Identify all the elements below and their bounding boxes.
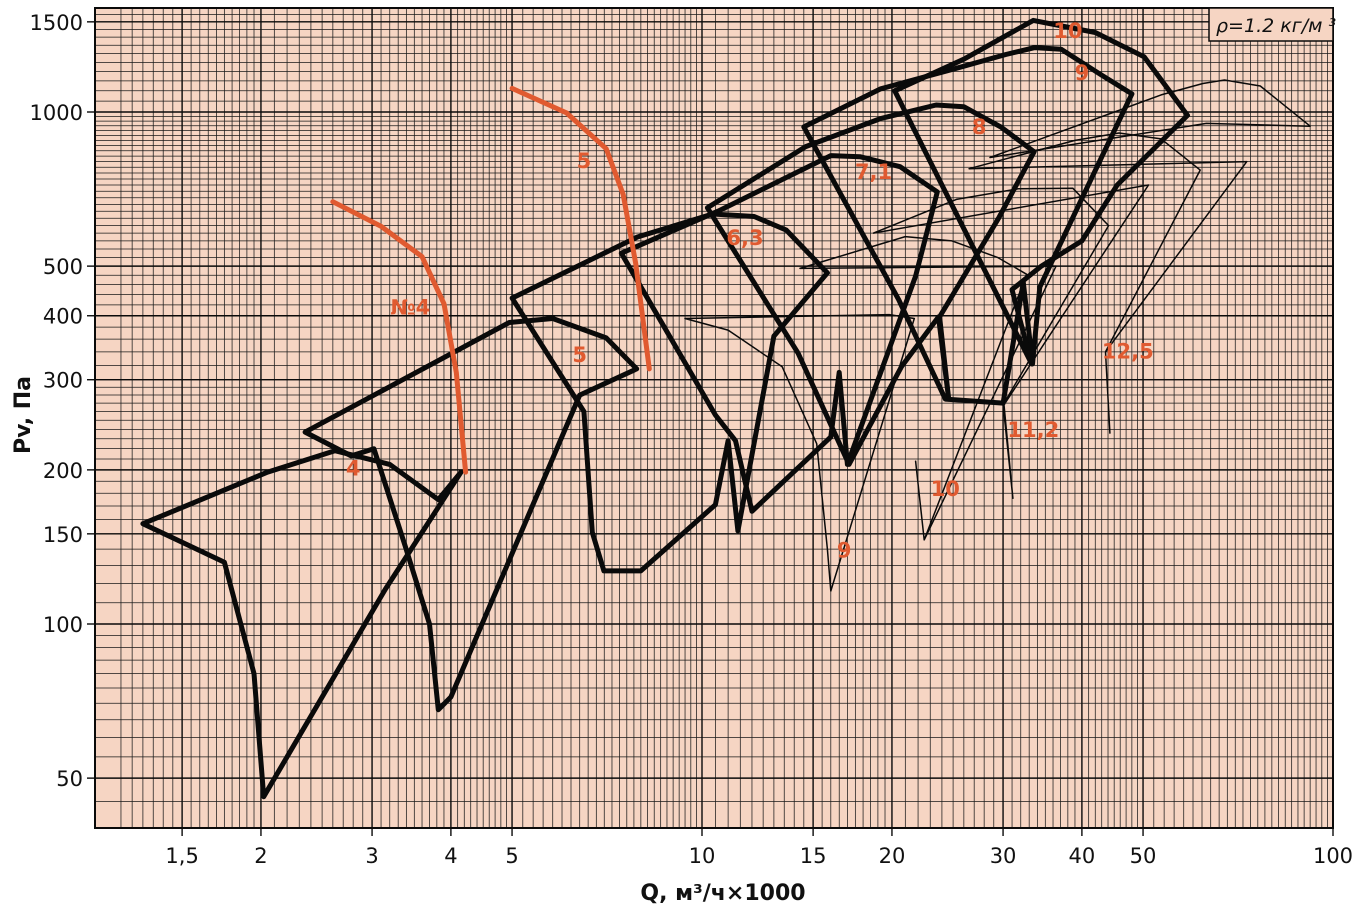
density-box: ρ=1.2 кг/м ³ — [1208, 7, 1336, 42]
y-axis-title: Pv, Па — [11, 376, 36, 454]
curve-label: 10 — [1053, 19, 1082, 43]
x-tick-label: 2 — [254, 844, 267, 868]
plot-background — [95, 8, 1333, 828]
curve-thick-3 — [618, 153, 940, 514]
y-tick-label: 300 — [43, 369, 83, 393]
y-tick-labels: 50 100 150 200 300 400 500 1000 1500 — [30, 11, 95, 791]
curve-thick-1 — [302, 316, 640, 713]
x-tick-label: 1,5 — [165, 844, 198, 868]
x-tick-label: 100 — [1313, 844, 1353, 868]
curve-label: 7,1 — [855, 160, 892, 184]
curve-thick-0 — [140, 448, 464, 800]
x-tick-label: 20 — [879, 844, 906, 868]
curve-thin-9 — [872, 184, 1150, 500]
accent-curve-label: №4 — [390, 296, 430, 320]
curve-thin-7 — [684, 313, 916, 592]
x-tick-label: 50 — [1130, 844, 1157, 868]
accent-curve-layer — [330, 85, 652, 475]
curve-label: 10 — [931, 477, 960, 501]
curve-label: 5 — [572, 343, 587, 367]
accent-curve-1 — [509, 85, 652, 372]
y-tick-label: 1000 — [30, 101, 83, 125]
curve-label: 8 — [972, 115, 987, 139]
y-tick-label: 150 — [43, 523, 83, 547]
x-tick-label: 4 — [444, 844, 457, 868]
curve-label: 9 — [1075, 61, 1090, 85]
curve-label: 11,2 — [1007, 418, 1059, 442]
curve-thick-2 — [509, 211, 830, 574]
x-tick-labels: 1,5 2 3 4 5 10 15 20 30 40 50 100 — [165, 828, 1353, 868]
curve-label: 4 — [346, 457, 361, 481]
x-axis-title: Q, м³/ч×1000 — [640, 881, 805, 906]
density-annotation: ρ=1.2 кг/м ³ — [1216, 15, 1336, 37]
accent-curve-0 — [330, 199, 469, 475]
accent-curve-label: 5 — [577, 149, 592, 173]
y-tick-label: 500 — [43, 255, 83, 279]
curve-thick-5 — [801, 45, 1135, 406]
x-tick-label: 5 — [505, 844, 518, 868]
y-tick-label: 400 — [43, 305, 83, 329]
x-tick-label: 3 — [365, 844, 378, 868]
x-tick-label: 30 — [990, 844, 1017, 868]
curve-label: 9 — [837, 538, 852, 562]
x-tick-label: 10 — [689, 844, 716, 868]
y-tick-label: 1500 — [30, 11, 83, 35]
curve-thick-4 — [704, 102, 1037, 467]
curve-label-layer: 4 5 6,3 7,1 8 9 10 9 10 11,2 12,5 №4 5 — [346, 19, 1154, 562]
curve-thin-11 — [989, 79, 1311, 159]
plot-frame — [94, 7, 1334, 829]
curve-thin-10 — [968, 132, 1248, 434]
curve-label: 12,5 — [1102, 340, 1154, 364]
y-tick-label: 100 — [43, 613, 83, 637]
curve-layer — [140, 17, 1311, 800]
curve-thin-8 — [799, 235, 1057, 541]
x-tick-label: 40 — [1069, 844, 1096, 868]
y-tick-label: 50 — [56, 767, 83, 791]
x-tick-label: 15 — [800, 844, 827, 868]
grid-major — [95, 8, 1333, 828]
curve-label: 6,3 — [726, 226, 763, 250]
y-tick-label: 200 — [43, 459, 83, 483]
